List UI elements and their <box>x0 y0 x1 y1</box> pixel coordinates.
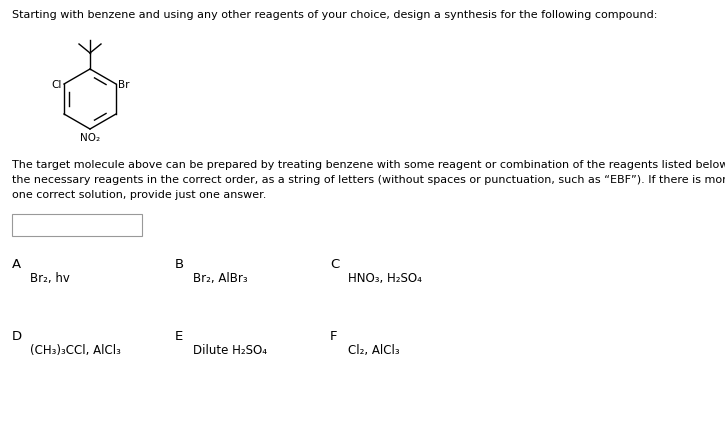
Text: Starting with benzene and using any other reagents of your choice, design a synt: Starting with benzene and using any othe… <box>12 10 658 20</box>
Text: Cl₂, AlCl₃: Cl₂, AlCl₃ <box>348 343 399 356</box>
Text: B: B <box>175 257 184 270</box>
Text: NO₂: NO₂ <box>80 133 100 143</box>
Text: D: D <box>12 329 22 342</box>
Text: Br: Br <box>118 80 130 90</box>
Text: (CH₃)₃CCl, AlCl₃: (CH₃)₃CCl, AlCl₃ <box>30 343 121 356</box>
Text: F: F <box>330 329 338 342</box>
Text: Cl: Cl <box>51 80 62 90</box>
FancyBboxPatch shape <box>12 214 142 237</box>
Text: A: A <box>12 257 21 270</box>
Text: HNO₃, H₂SO₄: HNO₃, H₂SO₄ <box>348 271 422 284</box>
Text: C: C <box>330 257 339 270</box>
Text: Dilute H₂SO₄: Dilute H₂SO₄ <box>193 343 267 356</box>
Text: E: E <box>175 329 183 342</box>
Text: Br₂, AlBr₃: Br₂, AlBr₃ <box>193 271 248 284</box>
Text: The target molecule above can be prepared by treating benzene with some reagent : The target molecule above can be prepare… <box>12 160 725 199</box>
Text: Br₂, hv: Br₂, hv <box>30 271 70 284</box>
